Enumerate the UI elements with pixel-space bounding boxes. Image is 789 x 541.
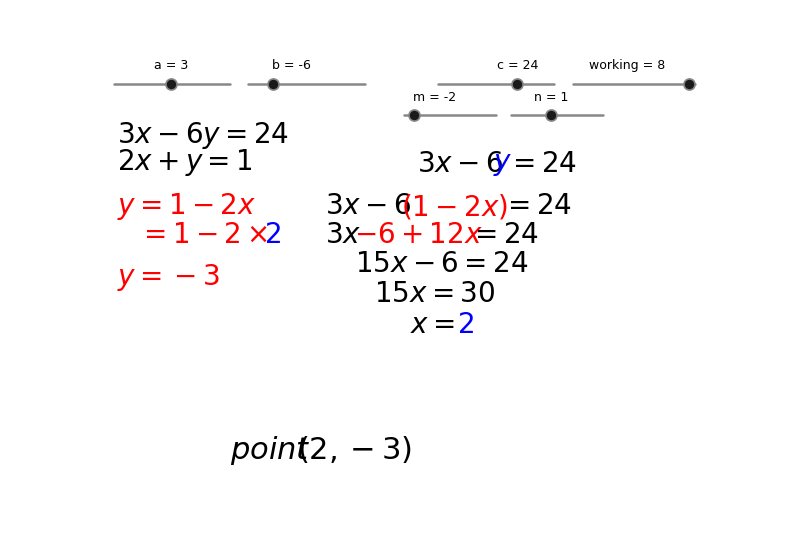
Text: a = 3: a = 3 [154,60,188,72]
Text: $2$: $2$ [264,222,281,249]
Text: $x = $: $x = $ [410,312,455,339]
Text: $= 1 - 2 \times $: $= 1 - 2 \times $ [138,222,269,249]
Text: $(2,-3)$: $(2,-3)$ [297,435,413,466]
Text: $= 24$: $= 24$ [469,222,538,249]
Text: $ = 24$: $ = 24$ [507,151,577,179]
Text: $3x - 6y = 24$: $3x - 6y = 24$ [117,120,289,151]
Text: $-6 + 12x$: $-6 + 12x$ [354,222,483,249]
Text: $15x = 30$: $15x = 30$ [374,281,495,307]
Text: $y$: $y$ [493,151,512,179]
Text: m = -2: m = -2 [413,91,457,104]
Text: n = 1: n = 1 [534,91,568,104]
Text: b = -6: b = -6 [271,60,311,72]
Text: $point$: $point$ [230,434,311,467]
Text: $y = -3$: $y = -3$ [117,262,219,293]
Text: $(1 - 2x)$: $(1 - 2x)$ [402,192,508,221]
Text: working = 8: working = 8 [589,60,666,72]
Text: $3x - 6$: $3x - 6$ [325,193,411,220]
Text: $3x$: $3x$ [325,222,361,249]
Text: $2x + y = 1$: $2x + y = 1$ [117,147,252,179]
Text: c = 24: c = 24 [497,60,538,72]
Text: $15x - 6 = 24$: $15x - 6 = 24$ [355,252,529,279]
Text: $y = 1 - 2x$: $y = 1 - 2x$ [117,191,256,222]
Text: $3x - 6$: $3x - 6$ [417,151,503,179]
Text: $= 24$: $= 24$ [502,193,572,220]
Text: $2$: $2$ [457,312,474,339]
